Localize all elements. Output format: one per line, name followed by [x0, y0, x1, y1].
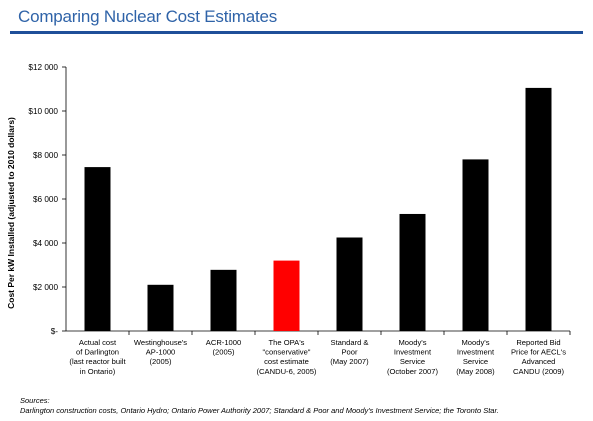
x-category-label-line: Standard & — [331, 338, 369, 347]
x-category-label-line: Investment — [457, 348, 495, 357]
x-category-label-line: ACR-1000 — [206, 338, 241, 347]
bar — [147, 284, 174, 331]
x-category-label-line: (CANDU-6, 2005) — [257, 367, 317, 376]
x-category-label-line: (2005) — [213, 348, 235, 357]
x-category-label: Moody's Investment Service (October 2007) — [387, 338, 439, 376]
x-category-label-line: AP-1000 — [146, 348, 176, 357]
x-category-label-line: of Darlington — [76, 348, 119, 357]
x-category-label: The OPA's "conservative" cost estimate (CAN… — [257, 338, 317, 376]
bar — [525, 87, 552, 332]
x-category-label-line: Service — [400, 357, 425, 366]
y-tick-label: $2 000 — [33, 283, 58, 292]
x-category-label-line: Investment — [394, 348, 432, 357]
page-title: Comparing Nuclear Cost Estimates — [18, 7, 278, 26]
y-tick-label: $4 000 — [33, 239, 58, 248]
y-tick-label: $8 000 — [33, 151, 58, 160]
x-category-label-line: Advanced — [522, 357, 556, 366]
x-category-label-line: "conservative" — [262, 348, 310, 357]
x-category-label-line: in Ontario) — [80, 367, 116, 376]
x-category-label-line: Service — [463, 357, 488, 366]
x-category-label-line: (last reactor built — [69, 357, 126, 366]
sources-heading: Sources: — [20, 396, 50, 405]
x-category-label-line: Moody's — [398, 338, 426, 347]
x-category-label-line: (May 2007) — [330, 357, 369, 366]
title-divider — [10, 31, 583, 34]
bar — [273, 260, 300, 331]
x-category-label-line: Westinghouse's — [134, 338, 187, 347]
x-category-label-line: Reported Bid — [516, 338, 560, 347]
bar — [399, 213, 426, 331]
bar — [210, 269, 237, 331]
x-category-label-line: (May 2008) — [456, 367, 495, 376]
bar — [462, 159, 489, 331]
y-tick-label: $6 000 — [33, 195, 58, 204]
x-category-label: Standard & Poor (May 2007) — [330, 338, 369, 366]
y-tick-label: $- — [51, 327, 59, 336]
x-category-label-line: Actual cost — [79, 338, 117, 347]
y-tick-label: $12 000 — [28, 63, 58, 72]
x-category-label-line: CANDU (2009) — [513, 367, 565, 376]
y-tick-label: $10 000 — [28, 107, 58, 116]
sources-text: Darlington construction costs, Ontario H… — [20, 406, 499, 415]
x-category-label-line: Poor — [341, 348, 358, 357]
x-category-label-line: (October 2007) — [387, 367, 439, 376]
bar — [336, 237, 363, 331]
x-category-label-line: (2005) — [150, 357, 172, 366]
x-category-label-line: Price for AECL's — [511, 348, 566, 357]
x-category-label: Actual cost of Darlington (last reactor bu… — [69, 338, 126, 376]
x-category-label: Westinghouse's AP-1000 (2005) — [134, 338, 187, 366]
x-category-label-line: cost estimate — [264, 357, 309, 366]
x-category-label-line: The OPA's — [269, 338, 305, 347]
x-category-label-line: Moody's — [461, 338, 489, 347]
sources-note: Sources: Darlington construction costs, … — [20, 396, 499, 416]
x-category-label: Reported Bid Price for AECL's Advanced CAND… — [511, 338, 566, 376]
x-category-label: Moody's Investment Service (May 2008) — [456, 338, 495, 376]
bar — [84, 167, 111, 331]
x-category-label: ACR-1000 (2005) — [206, 338, 241, 357]
